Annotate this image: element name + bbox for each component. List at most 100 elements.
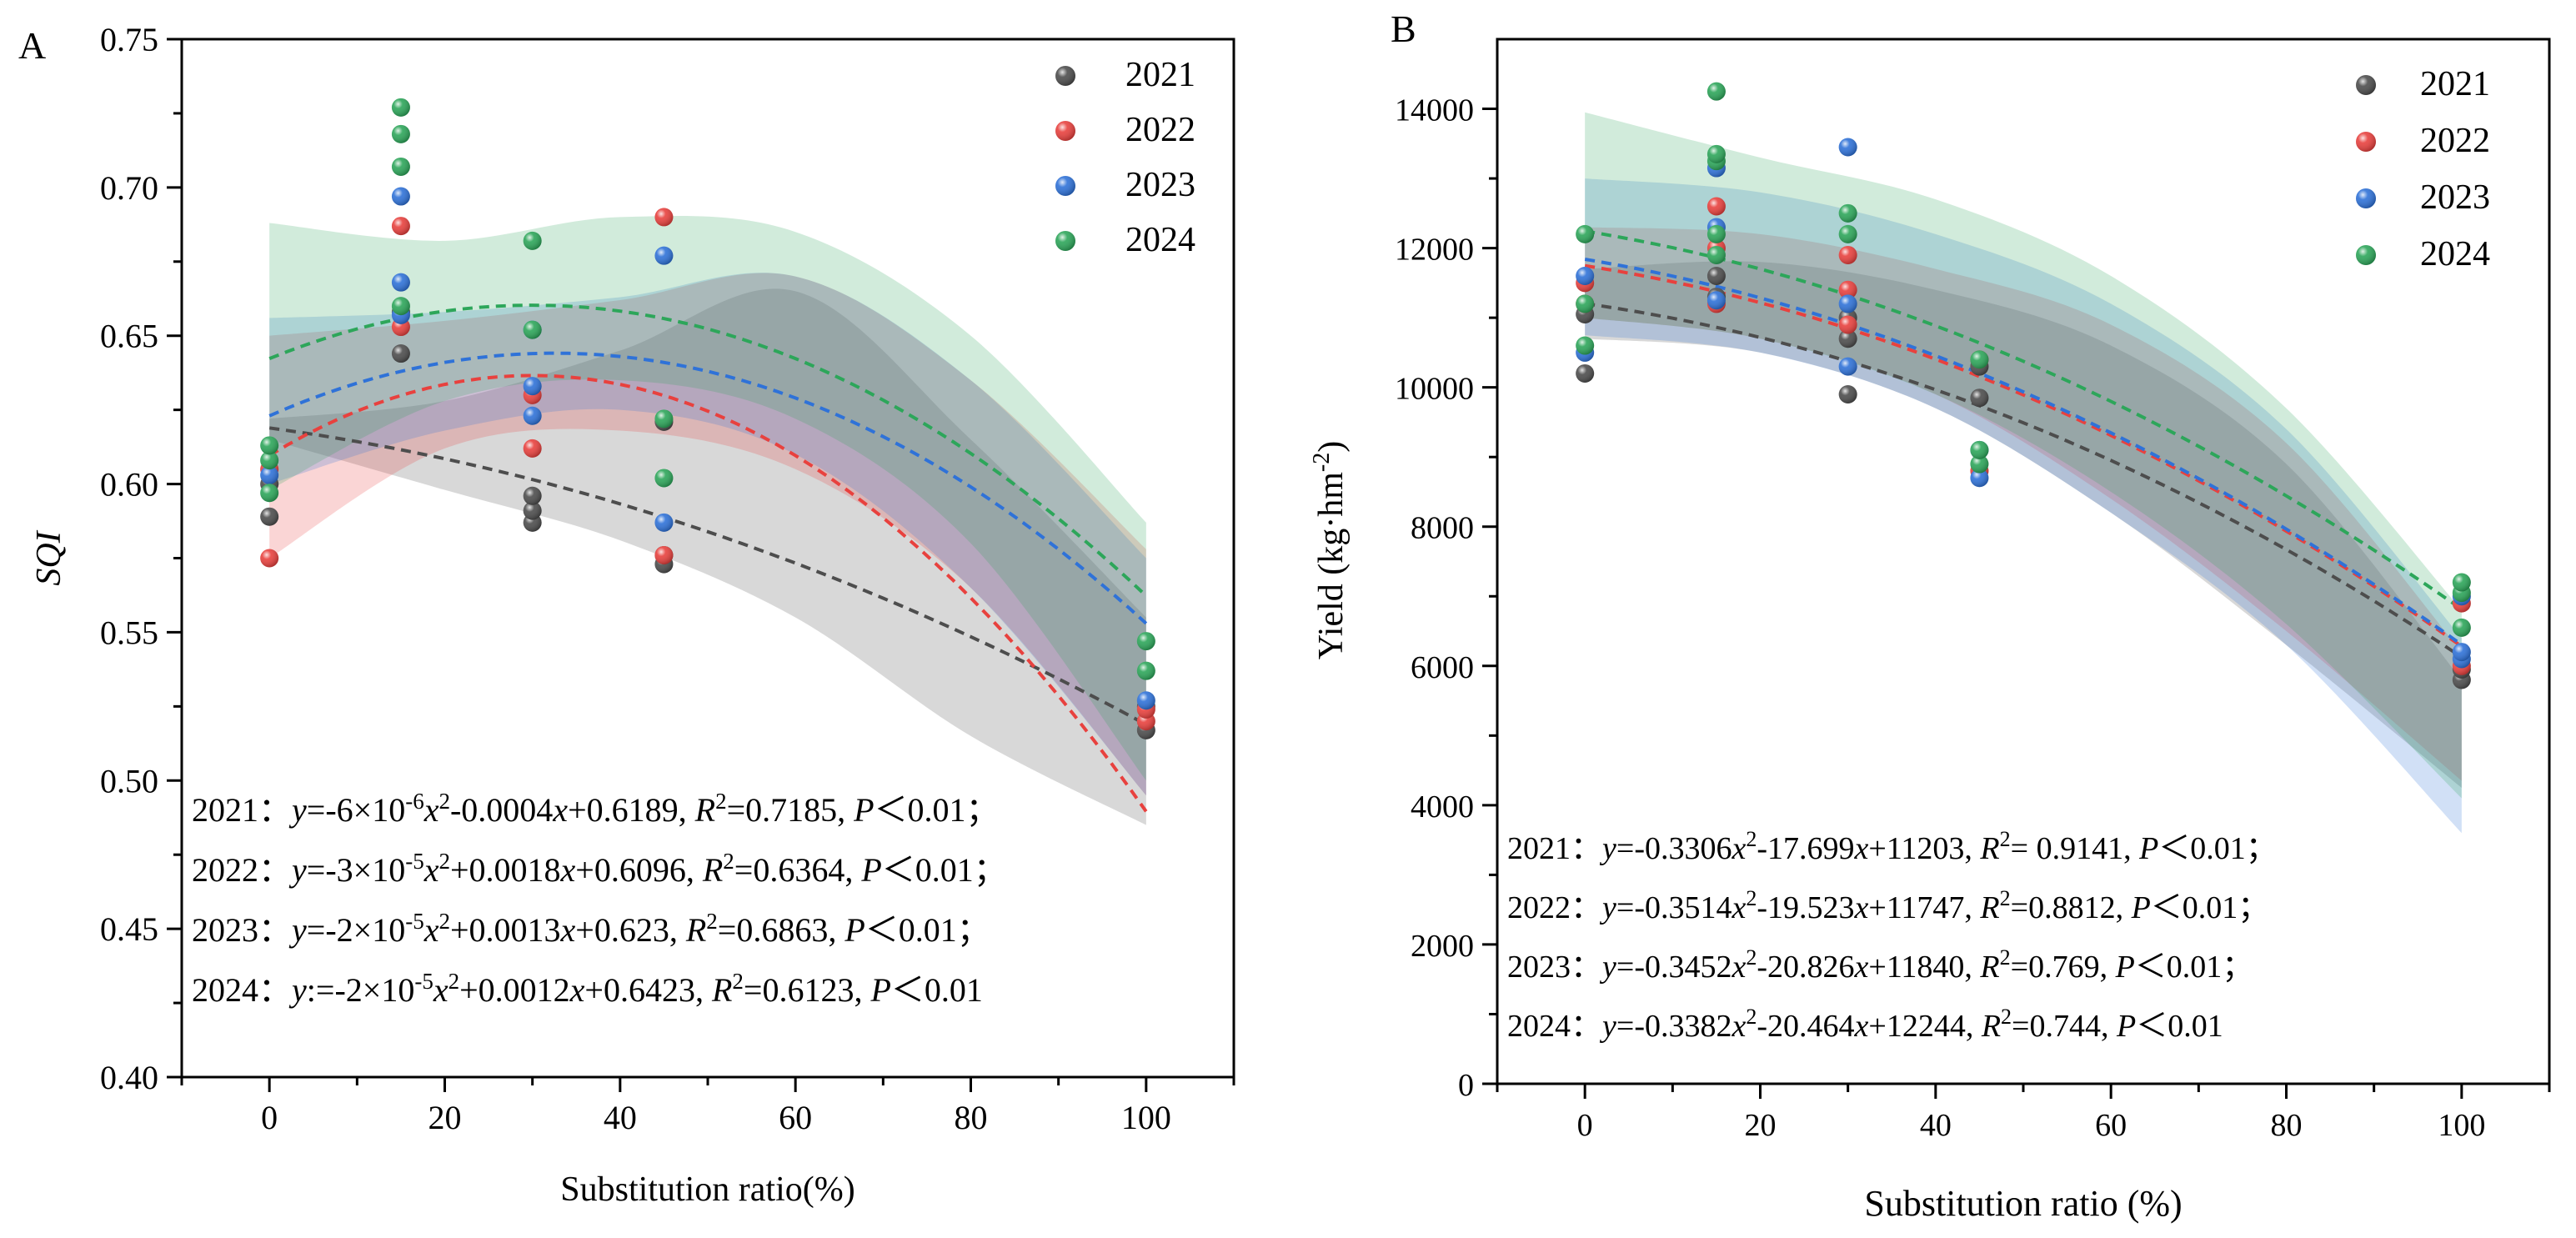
panel-b-equation-1-eq1: =-0.3306 [1616, 831, 1732, 866]
panel-b-point-shine [1838, 315, 1857, 334]
panel-b-equation-1-pval: ＜0.01； [2158, 831, 2278, 866]
panel-b-equation-4-tail: +12244, [1868, 1009, 1981, 1044]
panel-b-point-shine [1706, 144, 1726, 163]
panel-b-equation-1: 2021：y=-0.3306x2-17.699x+11203, R2= 0.91… [1507, 827, 2278, 866]
panel-a-equation-1-pval: ＜0.01； [875, 791, 1000, 829]
panel-b-equation-1-r2: = 0.9141, [2011, 831, 2139, 866]
panel-b-equation-2-rest: -19.523 [1757, 890, 1854, 925]
panel-b-y-label-end: ) [1312, 441, 1351, 453]
panel-a-point-shine [260, 549, 279, 568]
panel-a-point-shine [1136, 691, 1155, 710]
panel-b-point-shine [2452, 573, 2471, 592]
panel-b-equation-4-R: R [1981, 1009, 2001, 1044]
panel-b-y-label-main: Yield (kg·hm [1312, 472, 1351, 659]
panel-a-equation-4-y: y [288, 971, 307, 1009]
panel-b-x-tick-label: 0 [1577, 1108, 1593, 1143]
panel-a-point-shine [391, 124, 410, 143]
panel-a-band-2022 [269, 273, 1146, 796]
panel-a-point-shine [523, 320, 542, 339]
panel-a-point-shine [260, 451, 279, 470]
panel-a-point-shine [523, 486, 542, 505]
panel-a-equation-1-sup2: 2 [439, 789, 450, 814]
panel-a-point-shine [654, 513, 674, 532]
panel-b-equation-3-rest: -20.826 [1757, 950, 1854, 985]
panel-a-equation-2-sup1: -5 [405, 849, 424, 874]
panel-b-x-tick-label: 100 [2438, 1108, 2485, 1143]
panel-b-equations: 2021：y=-0.3306x2-17.699x+11203, R2= 0.91… [1507, 827, 2278, 1044]
panel-b-band-2023 [1585, 178, 2462, 834]
panel-a-equation-4-year: 2024： [192, 971, 292, 1009]
panel-a-equation-1-y: y [288, 791, 307, 829]
panel-a-equation-4-tail: +0.6423, [584, 971, 712, 1009]
panel-a-equation-3-y: y [288, 911, 307, 949]
panel-b-y-tick-label: 0 [1458, 1068, 1474, 1103]
panel-a-y-tick-label: 0.60 [100, 466, 158, 504]
panel-b-point-shine [1838, 357, 1857, 376]
panel-a-x-label: Substitution ratio(%) [560, 1170, 854, 1209]
panel-a-point-shine [523, 406, 542, 425]
panel-a-legend-marker-shine [1055, 66, 1075, 86]
panel-b-equation-4-y: y [1599, 1009, 1616, 1044]
panel-b-y-tick-label: 14000 [1395, 93, 1474, 128]
panel-a-equation-4-sup2: 2 [449, 969, 460, 994]
panel-a-equations: 2021：y=-6×10-6x2-0.0004x+0.6189, R2=0.71… [192, 789, 1007, 1009]
panel-b-point-shine [1838, 294, 1857, 313]
panel-a-equation-1-x1: x [423, 791, 439, 829]
panel-b-equation-1-rest: -17.699 [1757, 831, 1854, 866]
panel-a-point-shine [654, 545, 674, 564]
panel-a-bands [269, 215, 1146, 825]
panel-b-equation-3-r2: =0.769, [2011, 950, 2116, 985]
panel-b-equation-4-year: 2024： [1507, 1009, 1602, 1044]
panel-b-equation-4-x2: x [1854, 1009, 1869, 1044]
panel-b-equation-4-pval: ＜0.01 [2136, 1009, 2223, 1044]
panel-b-band-2021 [1585, 261, 2462, 788]
panel-a-equation-2-tail: +0.6096, [575, 851, 703, 889]
panel-a-equation-2-rest: +0.0018 [450, 851, 561, 889]
panel-a-equation-3-R: R [685, 911, 706, 949]
panel-b-equation-4: 2024：y=-0.3382x2-20.464x+12244, R2=0.744… [1507, 1005, 2223, 1044]
panel-a-equation-3-x2: x [560, 911, 576, 949]
panel-b-fit-line-2021 [1584, 302, 2463, 659]
panel-a-equation-1: 2021：y=-6×10-6x2-0.0004x+0.6189, R2=0.71… [192, 789, 1000, 829]
panel-b-equation-3: 2023：y=-0.3452x2-20.826x+11840, R2=0.769… [1507, 945, 2253, 985]
panel-a-equation-1-sup1: -6 [405, 789, 424, 814]
panel-b-equation-2-pval: ＜0.01； [2151, 890, 2270, 925]
panel-a-point-shine [391, 273, 410, 292]
panel-a-point-shine [523, 377, 542, 396]
panel-a-fit-line-2023 [268, 351, 1148, 625]
panel-b-equation-3-x2: x [1854, 950, 1869, 985]
panel-a-point-shine [391, 98, 410, 117]
panel-b-point-shine [1838, 280, 1857, 299]
panel-b-legend-label-2022: 2022 [2420, 122, 2490, 160]
panel-a-equation-3-x1: x [423, 911, 439, 949]
panel-b-point-shine [1970, 469, 1989, 488]
panel-b-equation-3-R: R [1979, 950, 1999, 985]
panel-a-equation-2-pval: ＜0.01； [882, 851, 1007, 889]
panel-a-legend: 2021 2022 2023 2024 [1055, 56, 1195, 259]
panel-a-equation-2-sup2: 2 [439, 849, 450, 874]
panel-a-equation-2-year: 2022： [192, 851, 292, 889]
panel-a-y-tick-label: 0.65 [100, 318, 158, 355]
panel-a-point-shine [260, 507, 279, 526]
panel-b-point-shine [1706, 291, 1726, 310]
panel-a-equation-4-sup1: -5 [414, 969, 434, 994]
panel-b-equation-2-y: y [1599, 890, 1616, 925]
panel-a-point-shine [654, 246, 674, 265]
panel-b-point-shine [1838, 245, 1857, 264]
panel-a-equation-3-rest: +0.0013 [450, 911, 561, 949]
panel-a-y-tick-label: 0.55 [100, 614, 158, 651]
panel-a-equation-4-r2sup: 2 [732, 969, 744, 994]
panel-b-equation-2-r2sup: 2 [2000, 886, 2011, 910]
panel-b-point-shine [1838, 385, 1857, 404]
panel-b-equation-4-r2: =0.744, [2012, 1009, 2117, 1044]
panel-b-equation-1-tail: +11203, [1868, 831, 1980, 866]
panel-a-equation-3-year: 2023： [192, 911, 292, 949]
panel-b-legend-marker-shine [2356, 188, 2376, 208]
panel-b-x-label: Substitution ratio (%) [1864, 1183, 2182, 1224]
panel-b-equation-2-r2: =0.8812, [2011, 890, 2132, 925]
panel-b-equation-3-r2sup: 2 [2000, 945, 2011, 970]
panel-b-fit-line-2024 [1584, 229, 2463, 611]
panel-a-point-shine [523, 501, 542, 520]
panel-b-legend-label-2021: 2021 [2420, 65, 2490, 103]
